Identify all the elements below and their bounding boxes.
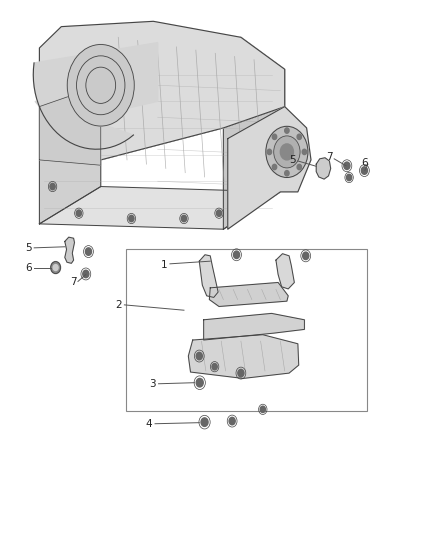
Polygon shape (65, 237, 74, 263)
Circle shape (238, 369, 244, 377)
Circle shape (285, 171, 289, 176)
Polygon shape (39, 37, 285, 160)
Text: 6: 6 (361, 158, 368, 168)
Circle shape (303, 252, 309, 260)
Circle shape (201, 418, 208, 426)
Text: 3: 3 (149, 379, 155, 389)
Circle shape (196, 352, 202, 360)
Circle shape (129, 215, 134, 222)
Polygon shape (188, 335, 299, 378)
Text: 7: 7 (70, 278, 77, 287)
Text: 7: 7 (326, 152, 333, 161)
Polygon shape (39, 187, 280, 229)
Circle shape (361, 167, 367, 174)
Text: 1: 1 (161, 260, 167, 270)
Polygon shape (39, 53, 101, 224)
Polygon shape (33, 43, 158, 149)
Circle shape (302, 149, 307, 155)
Text: 4: 4 (146, 419, 152, 429)
Circle shape (77, 56, 125, 115)
Circle shape (297, 164, 301, 169)
Circle shape (285, 128, 289, 133)
Circle shape (212, 364, 217, 370)
Circle shape (266, 126, 308, 177)
Text: 6: 6 (25, 263, 32, 272)
Circle shape (272, 134, 277, 140)
Circle shape (53, 264, 58, 271)
Circle shape (229, 417, 235, 425)
Polygon shape (199, 255, 218, 297)
Circle shape (280, 144, 293, 160)
Circle shape (274, 136, 300, 168)
Circle shape (50, 183, 55, 190)
Circle shape (260, 406, 265, 413)
Circle shape (216, 210, 222, 216)
Circle shape (267, 149, 272, 155)
Polygon shape (228, 107, 311, 229)
Polygon shape (276, 254, 294, 289)
Circle shape (196, 378, 203, 387)
Circle shape (67, 45, 134, 126)
Circle shape (76, 210, 81, 216)
Polygon shape (316, 158, 331, 179)
Circle shape (346, 174, 352, 181)
Circle shape (86, 67, 116, 103)
Polygon shape (39, 21, 285, 160)
Circle shape (297, 134, 301, 140)
Circle shape (181, 215, 187, 222)
Circle shape (344, 162, 350, 169)
Text: 5: 5 (289, 155, 296, 165)
Polygon shape (204, 313, 304, 340)
Circle shape (51, 262, 60, 273)
Polygon shape (209, 282, 288, 306)
Polygon shape (39, 96, 101, 165)
Polygon shape (223, 107, 285, 229)
Circle shape (233, 251, 240, 259)
Text: 5: 5 (25, 243, 32, 253)
Text: 2: 2 (115, 300, 122, 310)
Circle shape (85, 248, 92, 255)
Circle shape (272, 164, 277, 169)
Circle shape (83, 270, 89, 278)
